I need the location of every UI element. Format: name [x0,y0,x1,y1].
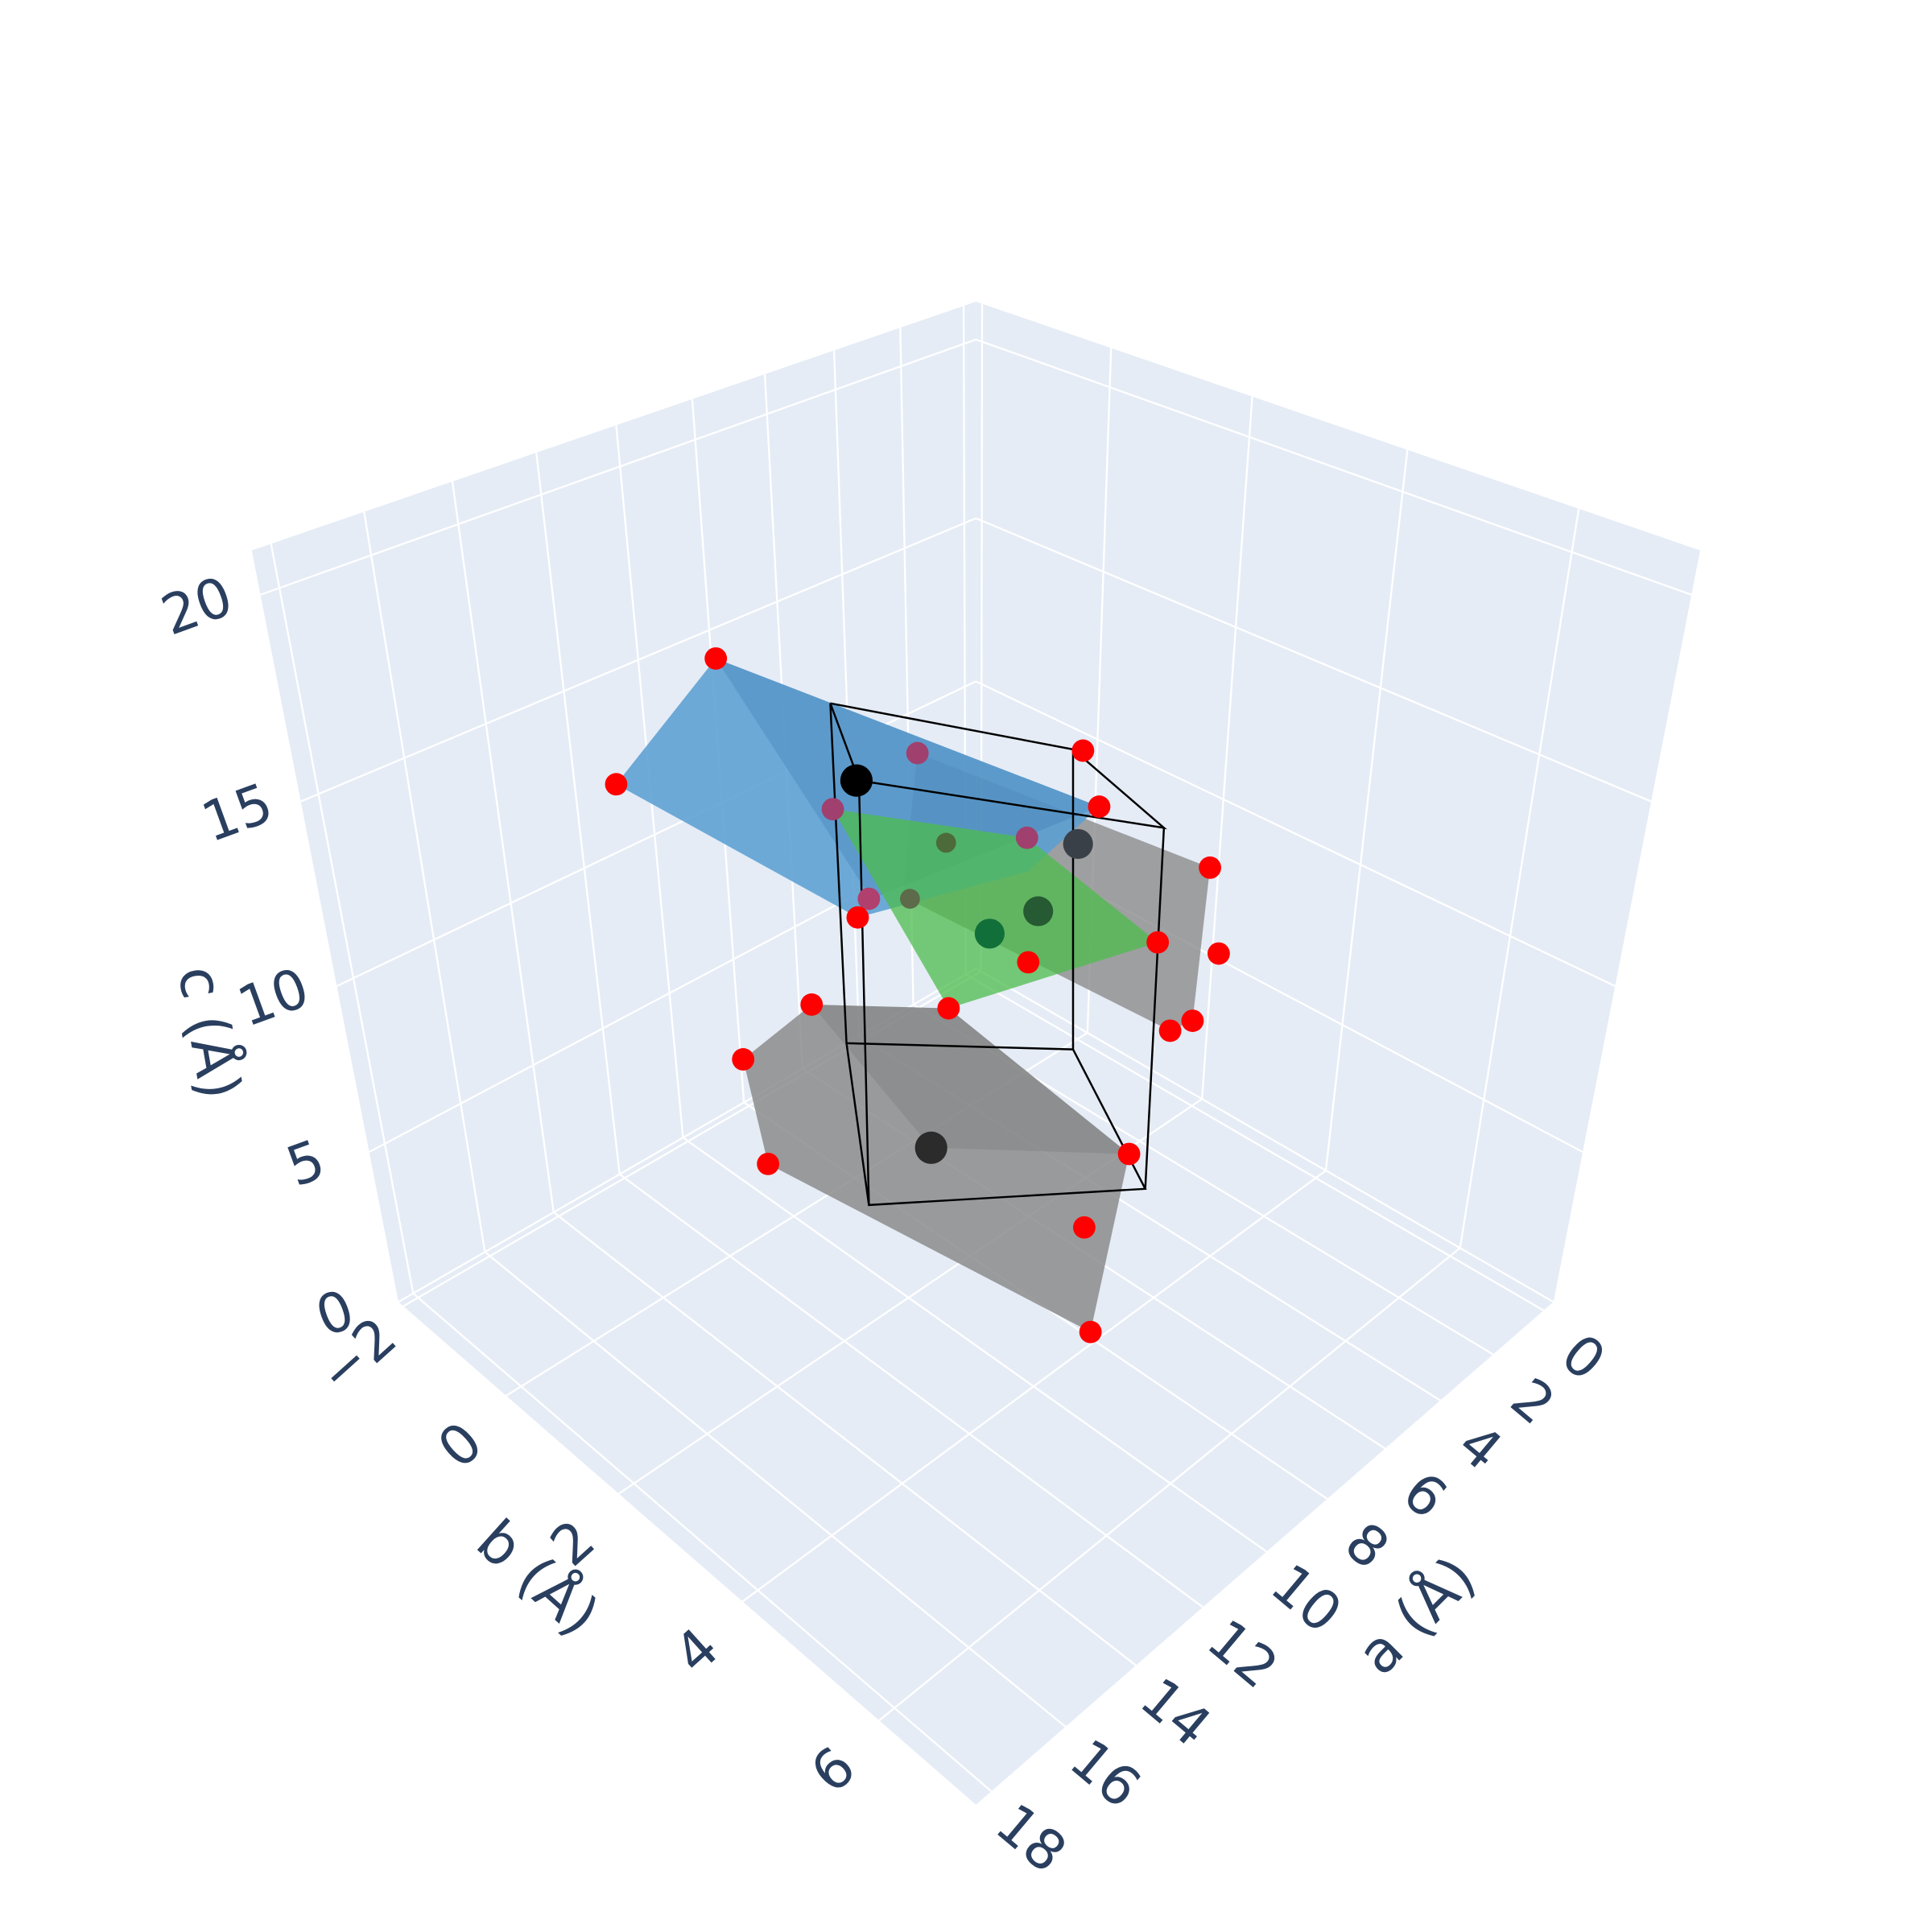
unit-cell [1144,828,1166,1189]
z-tick-label: 0 [308,1278,362,1350]
grid-line [260,338,976,596]
atom [840,764,873,797]
atom [1146,931,1170,954]
crystal-structure [605,647,1230,1344]
atom [857,887,881,910]
atom [974,919,1005,949]
atom [800,993,824,1016]
grid-line [965,973,1545,1311]
polyhedron [832,809,1158,1009]
atom [1063,828,1093,860]
atom [1072,1216,1096,1239]
grid-line [619,1173,1203,1608]
atom [1071,739,1095,762]
z-tick-label: 20 [154,565,241,649]
atom [732,1048,755,1071]
atoms [605,647,1230,1344]
x-tick-label: 18 [984,1792,1078,1885]
atom [1088,795,1111,818]
z-tick-label: 5 [279,1128,333,1199]
atom [1158,1019,1182,1042]
atom [757,1152,780,1175]
z-tick-label: 10 [230,956,317,1040]
atom [1208,942,1230,965]
grid-line [535,452,621,1174]
polyhedron [743,1004,1129,1332]
atom [1181,1009,1204,1032]
grid-line [975,680,1616,987]
grid-line [878,1247,1461,1722]
x-tick-label: 6 [1391,1460,1459,1531]
atom [900,889,920,909]
unit-cell [857,780,870,1205]
atom [846,906,869,929]
y-tick-label: 6 [799,1735,868,1806]
x-tick-label: 8 [1333,1511,1401,1582]
atom [821,798,844,821]
wall-face [976,301,1700,1302]
atom [1017,951,1040,974]
grid-line [270,543,415,1294]
polyhedron [811,1004,1129,1154]
atom [1199,856,1222,879]
atom [1015,826,1038,849]
y-tick-label: 0 [427,1410,495,1481]
x-tick-label: 14 [1128,1666,1222,1760]
x-tick-label: 4 [1446,1412,1513,1483]
grid-line [363,511,486,1253]
atom [1023,896,1054,927]
x-tick-label: 16 [1058,1728,1152,1821]
grid-line [1459,508,1580,1249]
x-tick-label: 12 [1195,1608,1290,1701]
floor-face [398,968,1554,1805]
z-tick-label: 15 [194,771,281,855]
atom [1117,1142,1141,1166]
atom [937,997,960,1020]
atom [935,832,956,853]
atom [914,1131,947,1164]
grid-line [741,1170,1327,1603]
grid-line [451,481,555,1213]
x-tick-label: 10 [1259,1552,1353,1645]
atom [704,647,728,670]
y-tick-label: 4 [663,1616,731,1687]
grid-line [975,338,1692,596]
grid-line [975,517,1652,803]
grid-line [1324,449,1409,1171]
grid-line [300,517,976,803]
y-axis-title: b (Å) [464,1507,612,1649]
grid-line [1201,396,1253,1100]
atom [906,741,929,765]
atom [1079,1320,1102,1344]
grid-line [682,1137,1268,1553]
unit-cell [829,702,1167,1207]
atom [605,773,628,796]
